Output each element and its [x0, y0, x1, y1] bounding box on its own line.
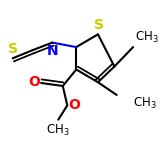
Text: S: S — [8, 42, 18, 56]
Text: S: S — [94, 18, 104, 32]
Text: O: O — [28, 75, 40, 89]
Text: CH$_3$: CH$_3$ — [133, 96, 157, 111]
Text: N: N — [47, 44, 58, 58]
Text: CH$_3$: CH$_3$ — [135, 30, 158, 45]
Text: O: O — [69, 98, 80, 112]
Text: CH$_3$: CH$_3$ — [47, 123, 70, 138]
